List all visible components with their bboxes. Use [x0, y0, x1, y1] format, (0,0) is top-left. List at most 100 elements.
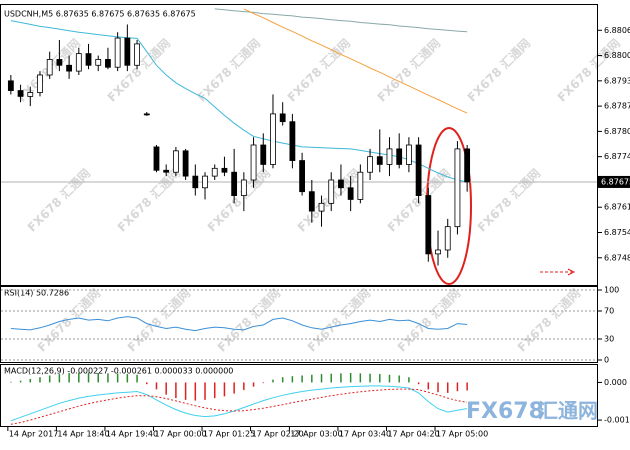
- moving-average: [243, 8, 468, 114]
- candle-body: [318, 202, 325, 212]
- macd-bar: [456, 382, 459, 392]
- y-tick-label: 6.88000: [604, 51, 630, 60]
- macd-bar: [233, 382, 235, 394]
- macd-bar: [369, 373, 371, 383]
- macd-bar: [330, 373, 332, 383]
- macd-bar: [97, 373, 99, 383]
- macd-bar: [243, 382, 245, 391]
- x-tick-label: 17 Apr 03:00: [290, 430, 342, 439]
- macd-bar: [408, 377, 410, 383]
- logo-brand: FX678: [466, 399, 544, 424]
- candle-body: [308, 191, 315, 212]
- macd-bar: [107, 373, 109, 383]
- macd-bar: [48, 375, 51, 383]
- main-panel-frame: [0, 4, 598, 286]
- candle-body: [444, 226, 451, 251]
- candle-body: [386, 148, 393, 165]
- x-tick-label: 17 Apr 00:00: [154, 430, 206, 439]
- macd-bar: [116, 373, 119, 383]
- y-tick-label: 6.87545: [604, 228, 630, 237]
- candle-body: [211, 167, 218, 177]
- x-tick-label: 14 Apr 19:40: [106, 430, 158, 439]
- candle-body: [134, 43, 140, 66]
- candle-body: [143, 113, 150, 116]
- x-tick-label: 14 Apr 18:40: [57, 430, 109, 439]
- macd-bar: [311, 374, 313, 383]
- rsi-panel-frame: [0, 286, 598, 363]
- y-tick-label: 6.87870: [604, 102, 630, 111]
- candle-body: [182, 150, 189, 177]
- candle-body: [240, 179, 247, 196]
- y-tick-label: 0.000: [604, 378, 627, 387]
- candle-body: [270, 113, 276, 165]
- candle-body: [7, 80, 14, 91]
- candle-body: [75, 53, 82, 72]
- macd-bar: [320, 374, 323, 383]
- candle-body: [367, 156, 373, 173]
- candle-body: [17, 90, 24, 97]
- macd-bar: [39, 377, 41, 383]
- macd-bar: [78, 372, 80, 383]
- macd-bar: [87, 372, 90, 383]
- candle-body: [299, 160, 306, 193]
- macd-bar: [359, 373, 362, 383]
- macd-bar: [340, 373, 342, 383]
- logo-name: 汇通网: [538, 399, 598, 423]
- macd-bar: [388, 374, 391, 383]
- macd-bar: [204, 382, 206, 400]
- candle-body: [435, 249, 441, 255]
- y-tick-label: 0: [604, 356, 609, 365]
- moving-average: [214, 8, 468, 33]
- candle-body: [66, 64, 73, 72]
- macd-panel-frame: [0, 364, 598, 427]
- rsi-line: [10, 316, 468, 332]
- candle-body: [221, 167, 228, 173]
- candle-body: [37, 74, 43, 93]
- candle-body: [328, 179, 335, 204]
- macd-line: [10, 388, 468, 425]
- macd-bar: [427, 382, 430, 390]
- y-tick-label: 70: [604, 307, 614, 316]
- macd-bar: [19, 380, 22, 383]
- candle-body: [260, 144, 267, 165]
- candle-body: [376, 156, 383, 165]
- candle-body: [405, 144, 412, 165]
- y-tick-label: 6.87935: [604, 76, 630, 85]
- candle-body: [153, 146, 160, 171]
- macd-bar: [446, 382, 449, 393]
- candle-body: [85, 53, 92, 66]
- macd-title: MACD(12,26,9) -0.000227 -0.000261 0.0000…: [4, 367, 233, 376]
- macd-bar: [165, 382, 167, 395]
- macd-bar: [466, 382, 468, 391]
- macd-bar: [10, 381, 12, 383]
- macd-bar: [223, 382, 226, 397]
- candle-body: [338, 179, 344, 189]
- macd-bar: [301, 375, 303, 383]
- macd-line: [10, 385, 468, 422]
- candle-body: [124, 37, 131, 66]
- y-tick-label: 6.87480: [604, 253, 630, 262]
- candle-body: [192, 175, 199, 189]
- candle-body: [464, 148, 471, 183]
- x-tick-label: 17 Apr 05:00: [436, 430, 488, 439]
- y-tick-label: 6.87740: [604, 152, 630, 161]
- candle-body: [279, 113, 286, 123]
- macd-bar: [437, 382, 439, 393]
- x-tick-label: 17 Apr 03:40: [339, 430, 391, 439]
- y-tick-label: 6.88065: [604, 26, 630, 35]
- macd-bar: [175, 382, 177, 399]
- macd-bar: [272, 379, 274, 383]
- candle-body: [163, 169, 170, 173]
- macd-bar: [136, 374, 138, 383]
- candle-body: [114, 37, 121, 68]
- candle-body: [347, 187, 354, 200]
- candle-body: [289, 121, 296, 161]
- rsi-title: RSI(14) 50.7286: [4, 289, 69, 298]
- macd-bar: [184, 382, 187, 400]
- candle-body: [46, 59, 53, 76]
- macd-bar: [349, 373, 352, 383]
- candle-body: [27, 92, 34, 97]
- candle-body: [105, 59, 111, 68]
